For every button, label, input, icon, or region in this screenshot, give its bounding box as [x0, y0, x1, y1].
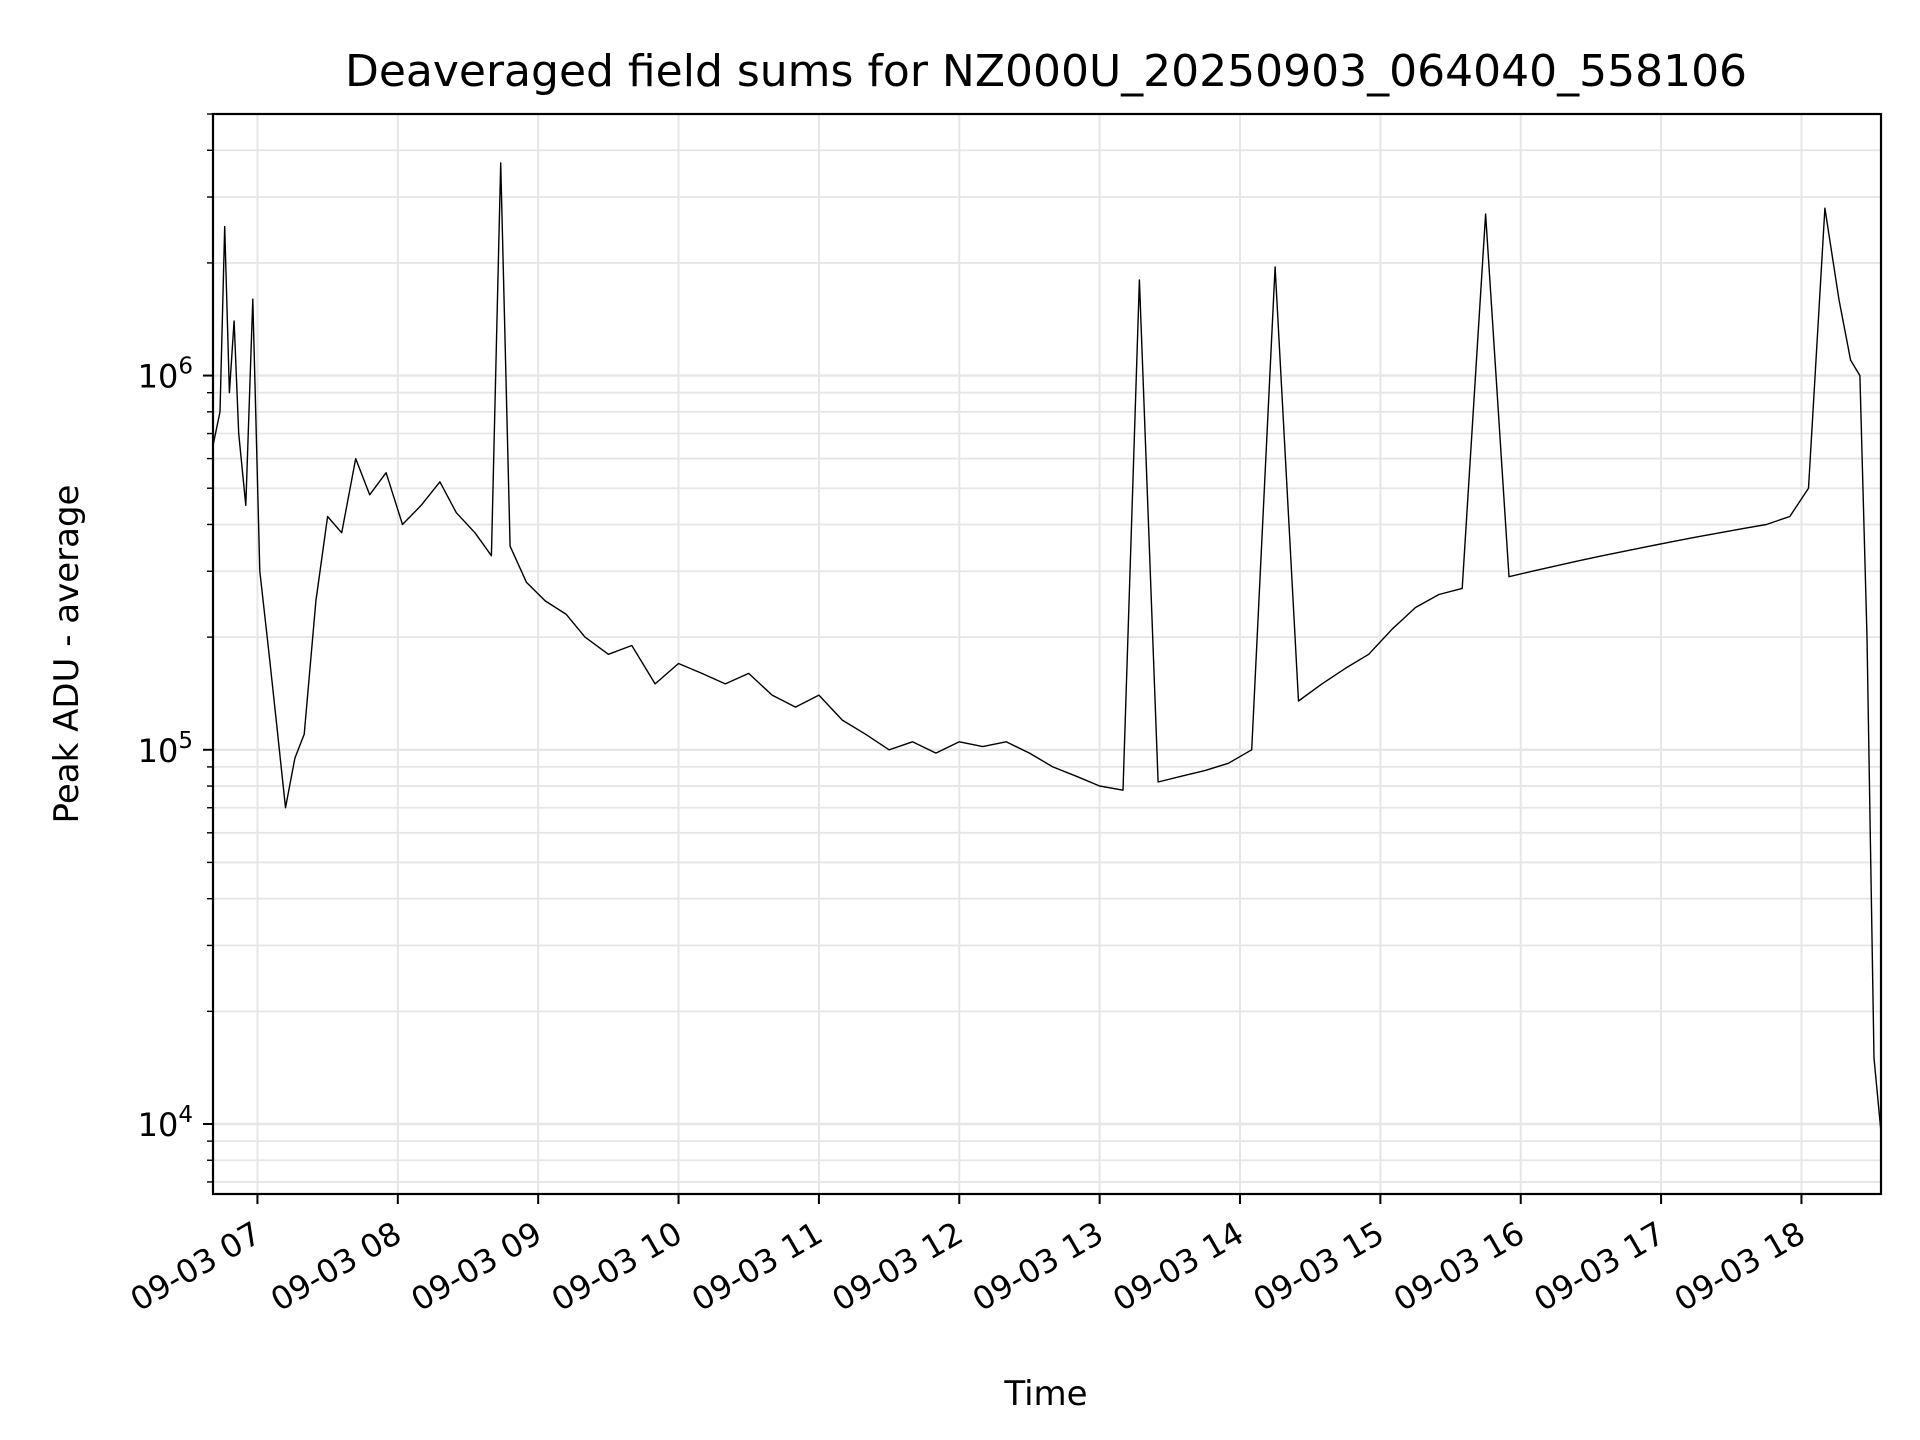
- plot-frame: [211, 112, 1883, 1196]
- y-tick-label: 106: [138, 354, 193, 396]
- data-layer: [212, 162, 1882, 1133]
- x-axis-title: Time: [1003, 1374, 1087, 1414]
- y-axis-title: Peak ADU - average: [47, 485, 87, 824]
- y-tick-label: 104: [138, 1102, 193, 1144]
- chart-title: Deaveraged field sums for NZ000U_2025090…: [345, 46, 1747, 97]
- y-tick-label: 105: [138, 728, 193, 770]
- grid-layer: [213, 113, 1881, 1194]
- series-line: [212, 162, 1882, 1133]
